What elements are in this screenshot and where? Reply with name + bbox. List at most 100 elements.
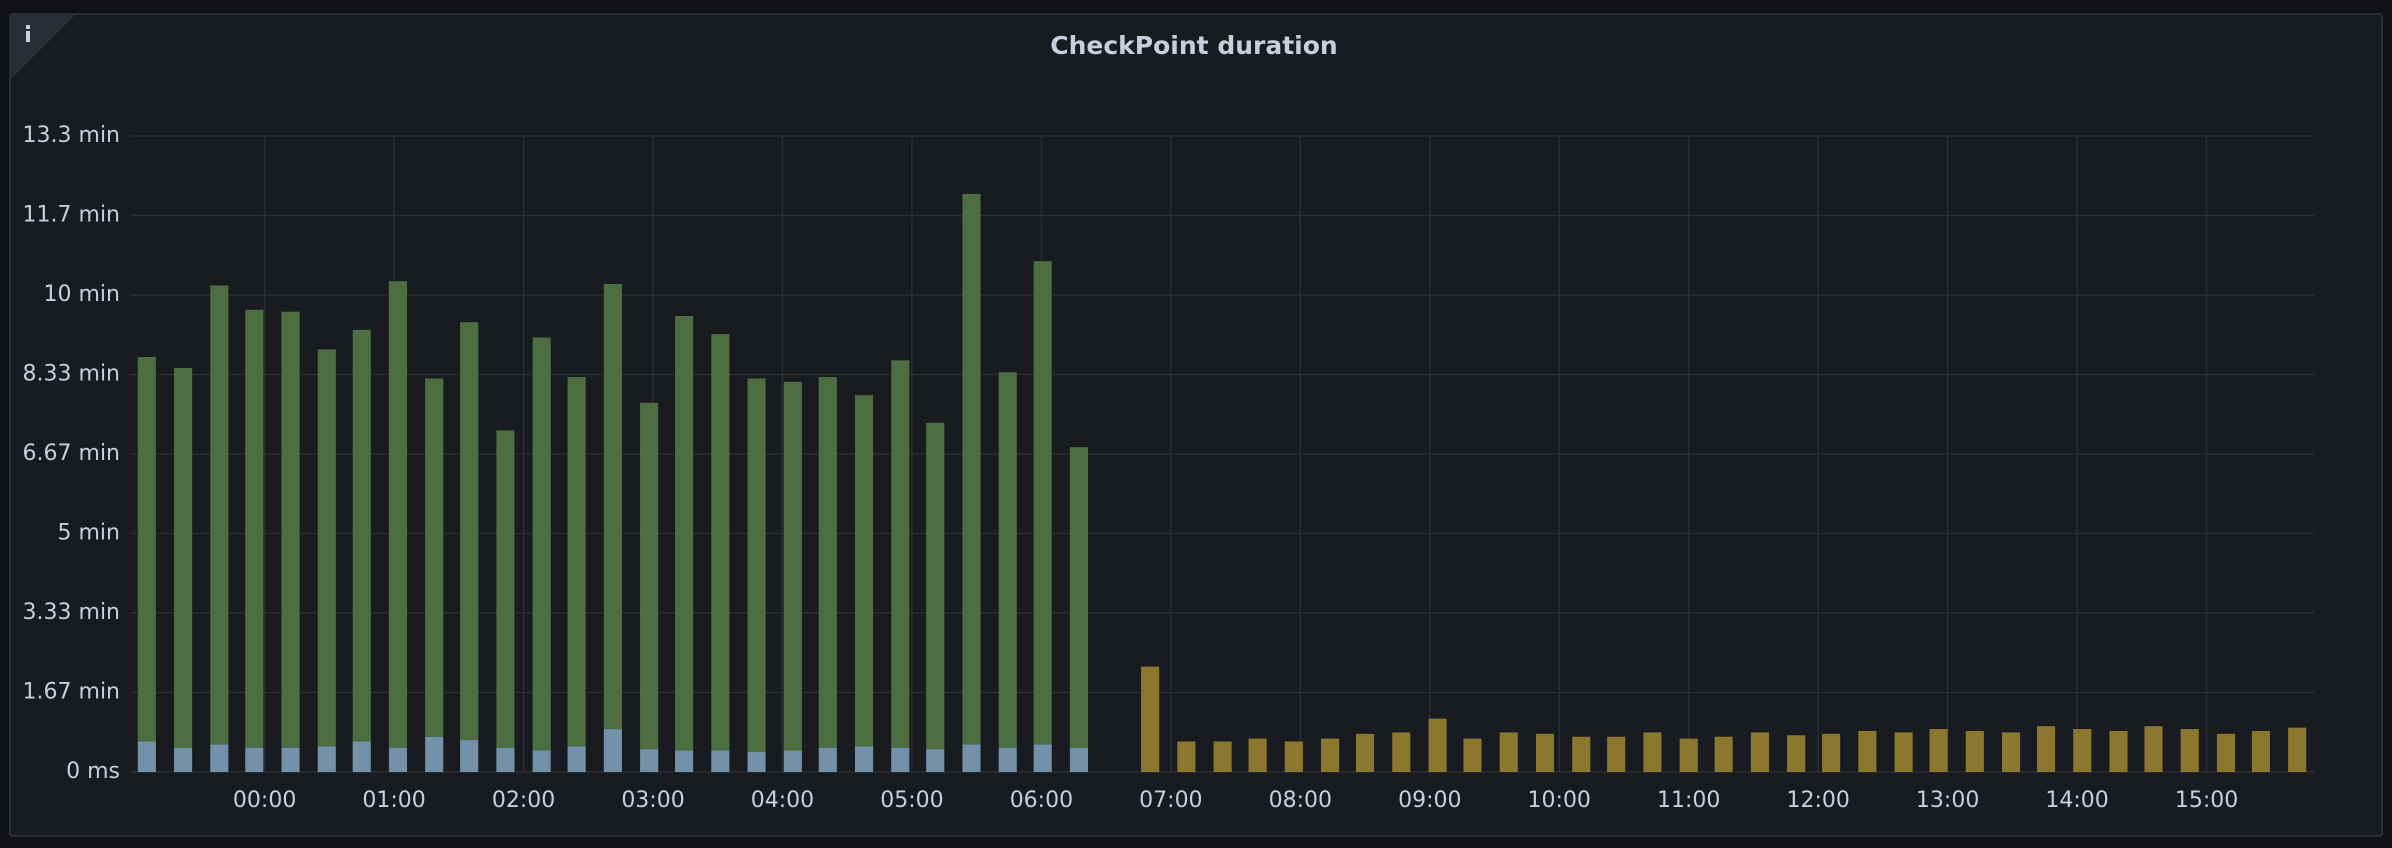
y-tick-label: 3.33 min xyxy=(23,600,120,625)
x-tick-label: 14:00 xyxy=(2045,788,2108,813)
x-tick-label: 04:00 xyxy=(751,788,814,813)
bar xyxy=(532,750,551,772)
bar xyxy=(281,311,300,748)
bar xyxy=(1355,733,1375,772)
bar xyxy=(210,744,229,772)
bar xyxy=(245,747,264,772)
y-tick-label: 5 min xyxy=(58,520,120,545)
x-tick-label: 06:00 xyxy=(1010,788,1073,813)
bar xyxy=(2002,732,2021,772)
bar xyxy=(2073,729,2092,772)
x-tick-label: 03:00 xyxy=(621,788,684,813)
bar xyxy=(2180,729,2199,772)
bar xyxy=(567,377,586,747)
bar xyxy=(1929,729,1948,772)
bar xyxy=(1643,732,1662,772)
bar xyxy=(388,747,408,772)
bar xyxy=(747,751,766,772)
bar xyxy=(783,750,802,772)
x-tick-label: 08:00 xyxy=(1269,788,1332,813)
x-tick-label: 13:00 xyxy=(1916,788,1979,813)
bar xyxy=(1284,741,1303,772)
x-tick-label: 09:00 xyxy=(1398,788,1461,813)
bar xyxy=(352,329,371,742)
bar xyxy=(1069,747,1089,772)
bar xyxy=(174,367,193,748)
bar xyxy=(1499,732,1518,772)
y-tick-label: 1.67 min xyxy=(23,679,120,704)
bar xyxy=(1033,261,1052,745)
bar xyxy=(245,309,264,748)
y-tick-label: 13.3 min xyxy=(23,123,120,148)
bar xyxy=(1463,738,1482,772)
bar xyxy=(998,747,1017,772)
bar xyxy=(962,193,981,745)
bar xyxy=(1714,736,1733,772)
bar xyxy=(1535,733,1555,772)
bar xyxy=(388,281,408,748)
y-tick-label: 0 ms xyxy=(66,759,120,784)
bar xyxy=(2288,727,2307,772)
bar xyxy=(1822,733,1841,772)
bar xyxy=(210,285,229,745)
bar xyxy=(425,736,444,772)
bar xyxy=(137,741,156,772)
bar xyxy=(317,746,336,772)
bar xyxy=(352,741,371,772)
x-tick-label: 02:00 xyxy=(492,788,555,813)
bar xyxy=(640,749,659,772)
bar xyxy=(2109,730,2128,772)
bar xyxy=(603,729,622,772)
bar xyxy=(496,430,515,748)
y-tick-label: 11.7 min xyxy=(23,202,120,227)
x-tick-label: 11:00 xyxy=(1657,788,1720,813)
bar xyxy=(317,349,336,747)
bar xyxy=(2144,726,2163,772)
bar xyxy=(1213,741,1232,772)
bar xyxy=(532,337,551,751)
x-tick-label: 10:00 xyxy=(1528,788,1591,813)
bar xyxy=(640,402,659,750)
bar xyxy=(783,381,802,751)
bar xyxy=(818,747,837,772)
x-tick-label: 15:00 xyxy=(2175,788,2238,813)
bar xyxy=(1069,447,1089,748)
panel xyxy=(9,13,2383,837)
bar xyxy=(926,422,945,750)
bar xyxy=(425,378,444,737)
bar xyxy=(1321,738,1340,772)
bar xyxy=(998,372,1017,748)
info-icon-bar xyxy=(26,31,30,42)
bar xyxy=(137,356,156,742)
bar xyxy=(174,747,193,772)
bar xyxy=(891,360,910,748)
bar xyxy=(1858,730,1877,772)
x-tick-label: 07:00 xyxy=(1139,788,1202,813)
bar xyxy=(603,284,622,730)
bar xyxy=(747,378,766,752)
x-tick-label: 12:00 xyxy=(1786,788,1849,813)
bar xyxy=(460,740,479,772)
bar xyxy=(2251,730,2270,772)
bar xyxy=(567,746,586,772)
bar xyxy=(1033,744,1052,772)
bar xyxy=(1572,736,1591,772)
bar xyxy=(496,747,515,772)
bar xyxy=(854,395,874,747)
bar xyxy=(1428,718,1447,772)
bar xyxy=(2036,726,2056,772)
y-tick-label: 6.67 min xyxy=(23,441,120,466)
bar xyxy=(854,746,874,772)
bar xyxy=(818,377,837,748)
y-tick-label: 10 min xyxy=(44,282,120,307)
bar xyxy=(711,334,730,751)
bar xyxy=(891,747,910,772)
x-tick-label: 00:00 xyxy=(233,788,296,813)
bar xyxy=(1141,666,1160,772)
bar xyxy=(711,750,730,772)
chart-title: CheckPoint duration xyxy=(1050,31,1337,60)
x-tick-label: 01:00 xyxy=(362,788,425,813)
bar xyxy=(460,322,479,741)
